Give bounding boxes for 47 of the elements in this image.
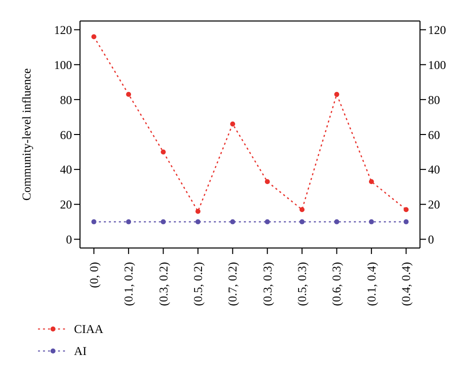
y2-tick-label: 80 <box>428 92 440 107</box>
point <box>91 34 96 40</box>
point <box>334 219 340 224</box>
x-tick-label: (0.7, 0.2) <box>226 262 240 306</box>
y-tick-label: 20 <box>60 198 72 212</box>
x-tick-label: (0.5, 0.3) <box>295 262 310 306</box>
point <box>91 219 96 224</box>
x-tick-label: (0, 0) <box>86 262 101 288</box>
legend-label: CIAA <box>74 322 104 336</box>
y2-tick-label: 120 <box>428 22 446 37</box>
point <box>230 122 236 127</box>
x-tick-label: (0.4, 0.4) <box>399 262 414 306</box>
point <box>300 219 305 224</box>
point <box>230 219 236 224</box>
x-tick-label: (0.3, 0.3) <box>260 262 274 306</box>
point <box>300 207 305 212</box>
y-tick-label: 80 <box>60 92 72 107</box>
y2-tick-label: 60 <box>428 128 440 142</box>
point <box>368 219 374 224</box>
y-tick-label: 100 <box>54 58 72 72</box>
legend-label: AI <box>74 344 87 358</box>
point <box>264 179 270 184</box>
point <box>160 219 166 224</box>
y2-tick-label: 100 <box>428 58 446 72</box>
point <box>195 208 200 214</box>
point <box>404 207 409 212</box>
point <box>368 179 374 184</box>
y-tick-label: 40 <box>60 162 72 177</box>
point <box>126 92 132 97</box>
y2-tick-label: 20 <box>428 198 440 212</box>
x-tick-label: (0.6, 0.3) <box>330 262 344 306</box>
y-axis-title: Community-level influence <box>19 68 34 201</box>
y-tick-label: 60 <box>60 128 72 142</box>
y-tick-label: 0 <box>66 232 72 247</box>
y2-tick-label: 40 <box>428 162 440 177</box>
x-tick-label: (0.5, 0.2) <box>190 262 205 306</box>
point <box>264 219 270 224</box>
y-tick-label: 120 <box>54 22 72 37</box>
x-tick-label: (0.3, 0.2) <box>156 262 170 306</box>
point <box>334 92 340 97</box>
point <box>126 219 132 224</box>
point <box>160 149 166 154</box>
point <box>404 219 409 224</box>
x-tick-label: (0.1, 0.2) <box>122 262 136 306</box>
y2-tick-label: 0 <box>428 232 434 247</box>
x-tick-label: (0.1, 0.4) <box>364 262 378 306</box>
point <box>195 219 200 224</box>
